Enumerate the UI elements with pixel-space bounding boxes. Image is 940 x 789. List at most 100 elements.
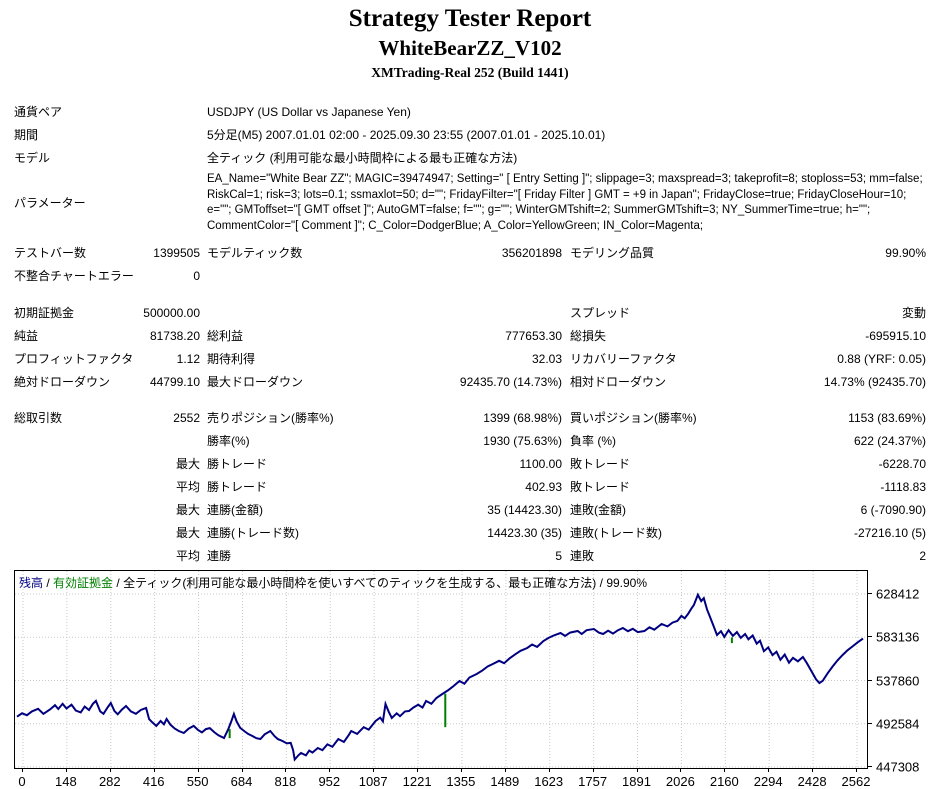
legend-model-label: 全ティック(利用可能な最小時間枠を使いすべてのティックを生成する、最も正確な方法… <box>123 576 597 590</box>
stat-value: 1.12 <box>176 352 200 366</box>
stat-label: 勝トレード <box>207 480 268 494</box>
x-tick-mark <box>724 768 726 772</box>
x-tick-mark <box>22 768 23 772</box>
stat-label: 連敗(トレード数) <box>570 526 662 540</box>
stat-label: 総損失 <box>570 329 607 343</box>
stat-value: -27216.10 (5) <box>853 526 926 540</box>
stat-label: 不整合チャートエラー <box>14 269 134 283</box>
x-tick-label: 148 <box>55 774 77 789</box>
stat-value: 92435.70 (14.73%) <box>459 375 562 389</box>
x-tick-label: 0 <box>18 774 26 789</box>
stat-value: 1399505 <box>153 246 200 260</box>
table-row: テストバー数 1399505 モデルティック数 356201898 モデリング品質 99.… <box>14 242 926 265</box>
x-tick-label: 1221 <box>402 774 432 789</box>
x-tick-label: 1623 <box>534 774 564 789</box>
x-tick-label: 2294 <box>753 774 783 789</box>
stats-table: テストバー数 1399505 モデルティック数 356201898 モデリング品質 99.… <box>14 242 926 568</box>
x-tick-mark <box>856 768 857 772</box>
x-tick-label: 1355 <box>446 774 476 789</box>
x-tick-mark <box>768 768 770 772</box>
stat-label: 連勝 <box>207 549 232 563</box>
x-tick-label: 952 <box>318 774 341 789</box>
x-axis-labels: 0 148 282 416 550 684 818 952 1087 1221 1355 1489 16… <box>14 768 914 789</box>
x-tick-mark <box>548 768 550 772</box>
x-tick-mark <box>241 768 243 772</box>
chart-legend: 残高 / 有効証拠金 / 全ティック(利用可能な最小時間枠を使いすべてのティック… <box>19 574 647 591</box>
stat-label: 勝トレード <box>207 457 268 471</box>
stat-value: 5 <box>555 549 562 563</box>
stat-value: 32.03 <box>531 352 562 366</box>
stat-label: 連勝(トレード数) <box>207 526 299 540</box>
stat-value <box>357 302 562 325</box>
stats-group: 総取引数 2552 売りポジション(勝率%) 1399 (68.98%) 買いポジション… <box>14 407 926 568</box>
x-tick-mark <box>65 768 67 772</box>
x-tick-mark <box>812 768 814 772</box>
y-tick-label: 447308 <box>876 759 920 775</box>
x-tick-mark <box>680 768 682 772</box>
table-row: 最大 連勝(トレード数) 14423.30 (35) 連敗(トレード数) -27216.… <box>14 522 926 545</box>
info-label: パラメーター <box>14 195 86 210</box>
stat-value: 最大 <box>175 526 200 540</box>
stat-label: 相対ドローダウン <box>570 375 667 389</box>
y-tick-label: 583136 <box>876 629 920 645</box>
y-tick-mark <box>868 766 872 767</box>
x-tick-label: 1489 <box>490 774 520 789</box>
y-tick-label: 537860 <box>876 673 920 688</box>
info-value: 全ティック (利用可能な最小時間枠による最も正確な方法) <box>207 151 518 165</box>
x-tick-mark <box>153 768 155 772</box>
x-tick-label: 416 <box>142 774 165 789</box>
stat-value: 35 (14423.30) <box>487 503 562 517</box>
stats-group: テストバー数 1399505 モデルティック数 356201898 モデリング品質 99.… <box>14 242 926 288</box>
x-tick-label: 1891 <box>622 774 651 789</box>
table-row: 最大 連勝(金額) 35 (14423.30) 連敗(金額) 6 (-7090.90) <box>14 499 926 522</box>
stat-label: 買いポジション(勝率%) <box>570 411 697 425</box>
table-row: 最大 勝トレード 1100.00 敗トレード -6228.70 <box>14 453 926 476</box>
stat-value: 622 (24.37%) <box>853 434 926 448</box>
legend-balance-label: 残高 <box>19 576 44 590</box>
y-tick-mark <box>868 679 872 681</box>
y-tick-label: 628412 <box>876 586 920 602</box>
stat-label: テストバー数 <box>14 246 87 260</box>
stat-label <box>14 476 140 499</box>
stat-value: 最大 <box>175 457 200 471</box>
x-tick-mark <box>504 768 506 772</box>
x-tick-mark <box>109 768 111 772</box>
stat-value: -695915.10 <box>865 329 926 343</box>
stat-value: 44799.10 <box>149 375 200 389</box>
info-label: モデル <box>14 151 51 165</box>
x-tick-label: 2026 <box>665 774 695 789</box>
table-row: プロフィットファクタ 1.12 期待利得 32.03 リカバリーファクタ 0.88 (YR… <box>14 348 926 371</box>
info-row: 期間 5分足(M5) 2007.01.01 02:00 - 2025.09.30 … <box>14 124 926 147</box>
stat-value: -6228.70 <box>878 457 926 471</box>
stat-label: 総利益 <box>207 329 244 343</box>
server-build: XMTrading-Real 252 (Build 1441) <box>371 65 569 80</box>
stat-value: 変動 <box>901 306 926 320</box>
stat-value: 平均 <box>175 549 200 563</box>
stat-label: モデリング品質 <box>570 246 655 260</box>
stat-label: 連勝(金額) <box>207 503 263 517</box>
balance-chart: 残高 / 有効証拠金 / 全ティック(利用可能な最小時間枠を使いすべてのティック… <box>14 570 868 769</box>
stat-value: 99.90% <box>885 246 926 260</box>
x-tick-label: 1757 <box>578 774 608 789</box>
table-row: 初期証拠金 500000.00 スプレッド 変動 <box>14 302 926 325</box>
table-row: 勝率(%) 1930 (75.63%) 負率 (%) 622 (24.37%) <box>14 430 926 453</box>
table-row: 平均 勝トレード 402.93 敗トレード -1118.83 <box>14 476 926 499</box>
info-label: 通貨ペア <box>14 105 63 119</box>
y-tick-mark <box>868 593 872 594</box>
stat-value: 1153 (83.69%) <box>848 411 926 425</box>
stats-group: 初期証拠金 500000.00 スプレッド 変動 純益 81738.20 総利益 777653… <box>14 302 926 394</box>
x-tick-mark <box>285 768 287 772</box>
balance-curve <box>16 592 864 762</box>
x-tick-mark <box>592 768 594 772</box>
legend-quality-value: 99.90% <box>606 576 648 590</box>
x-tick-label: 2160 <box>709 774 739 789</box>
x-tick-label: 550 <box>186 774 209 789</box>
x-tick-label: 818 <box>274 774 297 789</box>
stat-label <box>207 302 357 325</box>
stat-value: 14423.30 (35) <box>487 526 562 540</box>
stat-label: スプレッド <box>570 306 631 320</box>
stat-value: 2 <box>919 549 926 563</box>
report-header: Strategy Tester Report WhiteBearZZ_V102 … <box>0 4 940 81</box>
stat-value: 0 <box>193 269 200 283</box>
